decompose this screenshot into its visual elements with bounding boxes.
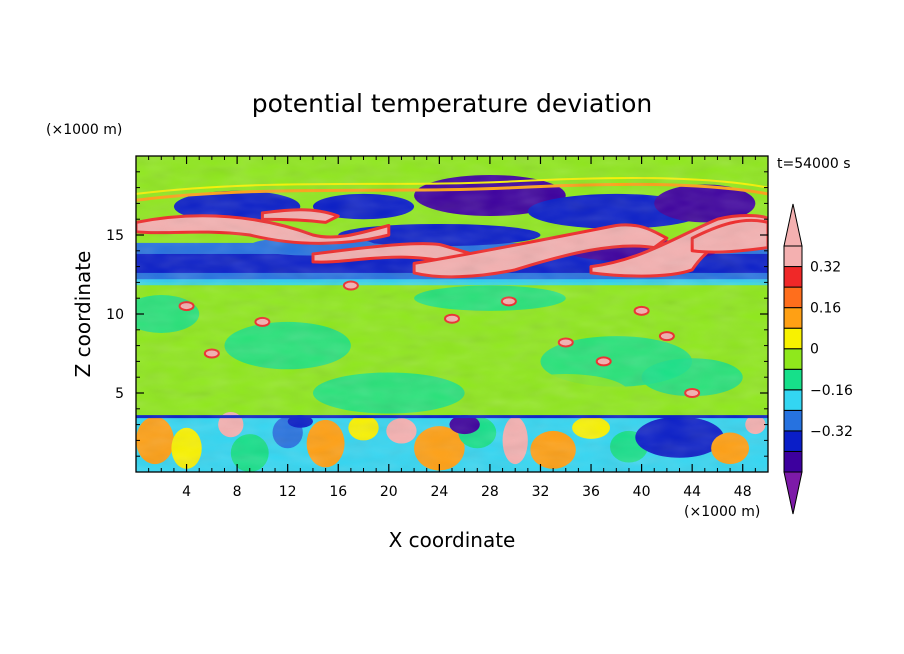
- x-tick-label: 28: [481, 484, 499, 500]
- colorbar-box: [783, 245, 803, 268]
- y-tick-label: 10: [106, 307, 124, 323]
- colorbar-box: [783, 327, 803, 350]
- colorbar-label: 0.32: [810, 260, 841, 276]
- heatmap-plot: [136, 156, 768, 472]
- colorbar-label: 0.16: [810, 301, 841, 317]
- x-tick-label: 8: [233, 484, 242, 500]
- colorbar-box: [783, 409, 803, 432]
- x-tick-label: 16: [329, 484, 347, 500]
- colorbar-label: −0.32: [810, 424, 853, 440]
- colorbar-box: [783, 389, 803, 411]
- x-unit-label: (×1000 m): [684, 504, 760, 520]
- colorbar-box: [783, 266, 803, 288]
- x-tick-label: 24: [430, 484, 448, 500]
- colorbar-box: [783, 307, 803, 329]
- x-tick-label: 48: [734, 484, 752, 500]
- x-tick-label: 32: [532, 484, 550, 500]
- x-tick-label: 40: [633, 484, 651, 500]
- x-tick-label: 4: [182, 484, 191, 500]
- colorbar-label: 0: [810, 342, 819, 358]
- y-tick-label: 5: [115, 386, 124, 402]
- colorbar-max-arrow: [783, 203, 803, 247]
- colorbar: −0.32 −0.16 0 0.16 0.32: [783, 203, 853, 515]
- colorbar-box: [783, 286, 803, 309]
- y-tick-label: 15: [106, 228, 124, 244]
- chart-title: potential temperature deviation: [252, 89, 652, 118]
- y-axis-label: Z coordinate: [71, 251, 95, 378]
- colorbar-box: [783, 348, 803, 370]
- x-axis-label: X coordinate: [389, 528, 516, 552]
- y-unit-label: (×1000 m): [46, 122, 122, 138]
- colorbar-box: [783, 450, 803, 473]
- field-texture: [136, 156, 768, 472]
- x-tick-label: 12: [279, 484, 297, 500]
- colorbar-label: −0.16: [810, 383, 853, 399]
- x-axis-ticks: 4 8 12 16 20 24 28 32 36 40 44 48: [148, 156, 756, 500]
- x-tick-label: 36: [582, 484, 600, 500]
- colorbar-min-arrow: [783, 471, 803, 515]
- x-tick-label: 44: [683, 484, 701, 500]
- x-tick-label: 20: [380, 484, 398, 500]
- time-label: t=54000 s: [777, 156, 851, 172]
- colorbar-box: [783, 430, 803, 452]
- colorbar-box: [783, 368, 803, 391]
- y-axis-ticks: 5 10 15: [106, 171, 768, 457]
